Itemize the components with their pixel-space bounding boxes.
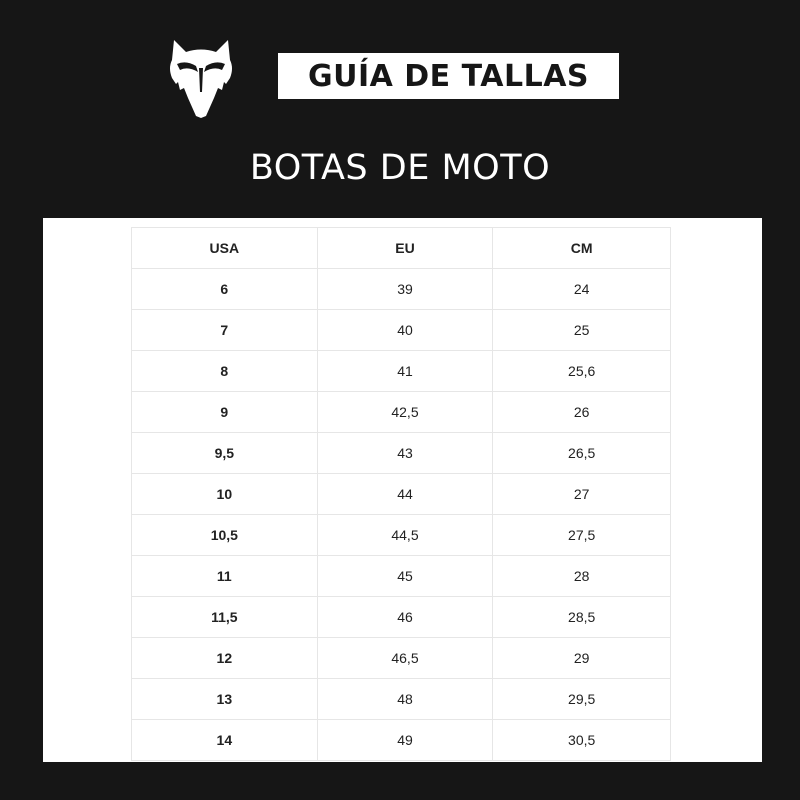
cell-cm: 26 (492, 391, 671, 433)
cell-cm: 25,6 (492, 350, 671, 392)
column-header-eu: EU (316, 227, 494, 269)
column-header-cm: CM (492, 227, 671, 269)
cell-usa: 6 (131, 268, 318, 310)
cell-eu: 45 (316, 555, 494, 597)
table-row: 8 41 25,6 (131, 350, 671, 392)
cell-usa: 9,5 (131, 432, 318, 474)
table-row: 12 46,5 29 (131, 637, 671, 679)
cell-cm: 27,5 (492, 514, 671, 556)
cell-eu: 40 (316, 309, 494, 351)
table-row: 11,5 46 28,5 (131, 596, 671, 638)
cell-eu: 49 (316, 719, 494, 761)
cell-usa: 13 (131, 678, 318, 720)
cell-eu: 43 (316, 432, 494, 474)
cell-cm: 28,5 (492, 596, 671, 638)
table-row: 6 39 24 (131, 268, 671, 310)
size-guide-title-box: GUÍA DE TALLAS (278, 53, 619, 99)
table-row: 9,5 43 26,5 (131, 432, 671, 474)
page-subtitle: BOTAS DE MOTO (249, 148, 551, 188)
cell-cm: 24 (492, 268, 671, 310)
cell-cm: 29 (492, 637, 671, 679)
cell-eu: 46 (316, 596, 494, 638)
cell-eu: 44 (316, 473, 494, 515)
cell-cm: 25 (492, 309, 671, 351)
table-row: 11 45 28 (131, 555, 671, 597)
cell-eu: 39 (316, 268, 494, 310)
cell-cm: 29,5 (492, 678, 671, 720)
table-row: 10 44 27 (131, 473, 671, 515)
page-title: GUÍA DE TALLAS (307, 58, 590, 94)
size-table-panel: USA EU CM 6 39 24 7 40 25 8 41 25,6 9 42,5 26 9,5 43 2… (43, 218, 762, 762)
cell-usa: 9 (131, 391, 318, 433)
cell-usa: 12 (131, 637, 318, 679)
cell-eu: 46,5 (316, 637, 494, 679)
cell-usa: 7 (131, 309, 318, 351)
table-row: 14 49 30,5 (131, 719, 671, 761)
table-row: 13 48 29,5 (131, 678, 671, 720)
size-table: USA EU CM 6 39 24 7 40 25 8 41 25,6 9 42,5 26 9,5 43 2… (131, 227, 671, 761)
table-row: 10,5 44,5 27,5 (131, 514, 671, 556)
cell-usa: 14 (131, 719, 318, 761)
table-header-row: USA EU CM (131, 227, 671, 269)
table-row: 7 40 25 (131, 309, 671, 351)
cell-cm: 30,5 (492, 719, 671, 761)
cell-usa: 11 (131, 555, 318, 597)
table-row: 9 42,5 26 (131, 391, 671, 433)
cell-eu: 48 (316, 678, 494, 720)
cell-usa: 11,5 (131, 596, 318, 638)
cell-cm: 26,5 (492, 432, 671, 474)
cell-usa: 8 (131, 350, 318, 392)
fox-head-logo-icon (170, 40, 232, 118)
cell-eu: 41 (316, 350, 494, 392)
cell-cm: 27 (492, 473, 671, 515)
cell-eu: 42,5 (316, 391, 494, 433)
cell-usa: 10,5 (131, 514, 318, 556)
cell-cm: 28 (492, 555, 671, 597)
cell-eu: 44,5 (316, 514, 494, 556)
column-header-usa: USA (131, 227, 318, 269)
cell-usa: 10 (131, 473, 318, 515)
